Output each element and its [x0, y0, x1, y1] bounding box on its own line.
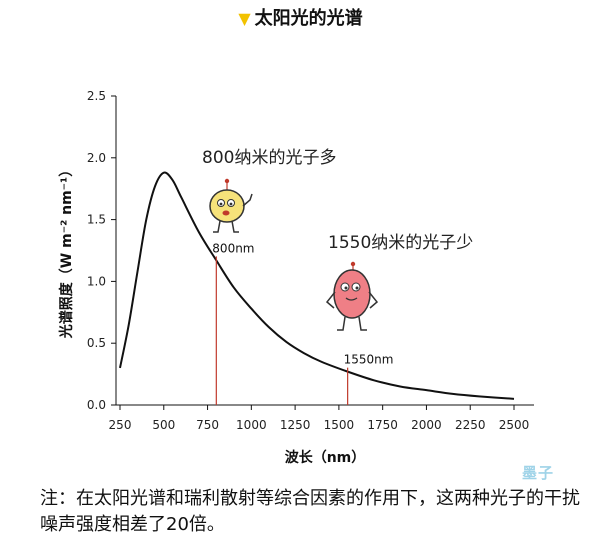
annotation-1550: 1550纳米的光子少 [328, 233, 473, 253]
marker-label-1550: 1550nm [344, 353, 394, 367]
chart-title-text: 太阳光的光谱 [254, 8, 363, 29]
photon-1550-leg-left [337, 316, 346, 331]
triangle-icon: ▼ [238, 9, 251, 28]
axes: 0.0 0.5 1.0 1.5 2.0 2.5 250 500 750 1000 1250 1500 1… [58, 89, 534, 466]
photon-800-pupil-right [229, 202, 233, 206]
photon-1550-pupil-left [344, 286, 348, 290]
spectrum-line [119, 171, 515, 400]
y-tick-label: 1.5 [87, 213, 106, 227]
x-tick-label: 750 [196, 418, 219, 432]
marker-layer: 800nm 800纳米的光子多 1550nm 1550纳米的光子少 [202, 148, 473, 405]
photon-1550-arm-left [325, 291, 336, 309]
y-tick-label: 2.0 [87, 151, 106, 165]
chart-title: ▼ 太阳光的光谱 [0, 4, 601, 30]
y-tick-label: 1.0 [87, 274, 106, 288]
photon-800-mouth [222, 210, 230, 216]
marker-label-800: 800nm [212, 241, 254, 255]
photon-1550-arm-right [368, 291, 379, 309]
photon-1550-mouth [345, 297, 358, 301]
x-tick-label: 500 [152, 418, 175, 432]
y-tick-label: 2.5 [87, 89, 106, 103]
x-tick-label: 2000 [411, 418, 442, 432]
photon-character-1550 [325, 269, 379, 331]
annotation-dot-800 [224, 178, 230, 184]
x-tick-label: 250 [109, 418, 132, 432]
photon-800-arm [242, 193, 253, 207]
photon-800-leg-left [213, 220, 221, 233]
curve-layer [119, 171, 515, 400]
x-tick-label: 2500 [499, 418, 530, 432]
x-tick-label: 1750 [367, 418, 398, 432]
photon-1550-pupil-right [355, 286, 359, 290]
y-axis-label: 光谱照度（W m⁻² nm⁻¹） [58, 163, 75, 339]
x-tick-label: 2250 [455, 418, 486, 432]
photon-1550-leg-right [358, 316, 367, 331]
annotation-dot-1550 [350, 261, 356, 267]
photon-1550-body [333, 269, 371, 319]
x-tick-label: 1000 [236, 418, 267, 432]
x-axis-label: 波长（nm） [285, 449, 366, 466]
x-tick-label: 1250 [280, 418, 311, 432]
annotation-800: 800纳米的光子多 [202, 148, 336, 168]
x-tick-label: 1500 [324, 418, 355, 432]
photon-800-pupil-left [219, 202, 223, 206]
y-tick-label: 0.5 [87, 336, 106, 350]
y-tick-label: 0.0 [87, 398, 106, 412]
photon-character-800 [209, 189, 253, 233]
footnote: 注：在太阳光谱和瑞利散射等综合因素的作用下，这两种光子的干扰噪声强度相差了20倍… [40, 488, 580, 535]
photon-800-body [209, 189, 245, 223]
photon-800-leg-right [231, 220, 239, 233]
watermark-logo: 墨子 [522, 464, 555, 482]
